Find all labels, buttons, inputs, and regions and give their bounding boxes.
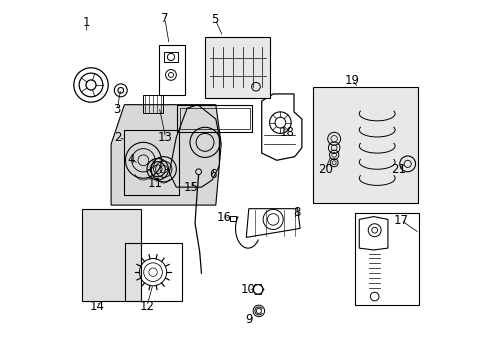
- Bar: [354, 213, 418, 305]
- Text: 2: 2: [114, 131, 122, 144]
- Text: 13: 13: [158, 131, 173, 144]
- Text: 7: 7: [161, 12, 168, 25]
- Bar: [164, 51, 178, 62]
- Text: 11: 11: [147, 177, 162, 190]
- Bar: [230, 216, 235, 221]
- Text: 4: 4: [127, 153, 135, 166]
- Text: 9: 9: [244, 313, 252, 327]
- Bar: [123, 130, 179, 195]
- Text: 10: 10: [240, 283, 255, 296]
- Text: 1: 1: [83, 16, 90, 29]
- Bar: [312, 87, 418, 203]
- Bar: [177, 105, 252, 132]
- Text: 15: 15: [183, 181, 198, 194]
- Text: 16: 16: [216, 211, 231, 224]
- Text: 3: 3: [113, 103, 121, 116]
- Bar: [125, 243, 182, 301]
- Text: 14: 14: [89, 300, 104, 313]
- Polygon shape: [111, 105, 221, 205]
- Text: 17: 17: [392, 214, 407, 227]
- Text: 20: 20: [317, 163, 332, 176]
- Text: 5: 5: [211, 13, 218, 26]
- Bar: [180, 108, 249, 129]
- Text: 8: 8: [292, 207, 300, 220]
- Bar: [82, 209, 140, 301]
- Text: 6: 6: [209, 168, 217, 181]
- Bar: [159, 45, 185, 95]
- Text: 19: 19: [344, 74, 359, 87]
- Text: 21: 21: [390, 163, 406, 176]
- Bar: [209, 45, 265, 90]
- Text: 12: 12: [139, 300, 154, 313]
- Text: 18: 18: [279, 126, 294, 139]
- Bar: [142, 95, 163, 113]
- Bar: [204, 37, 270, 98]
